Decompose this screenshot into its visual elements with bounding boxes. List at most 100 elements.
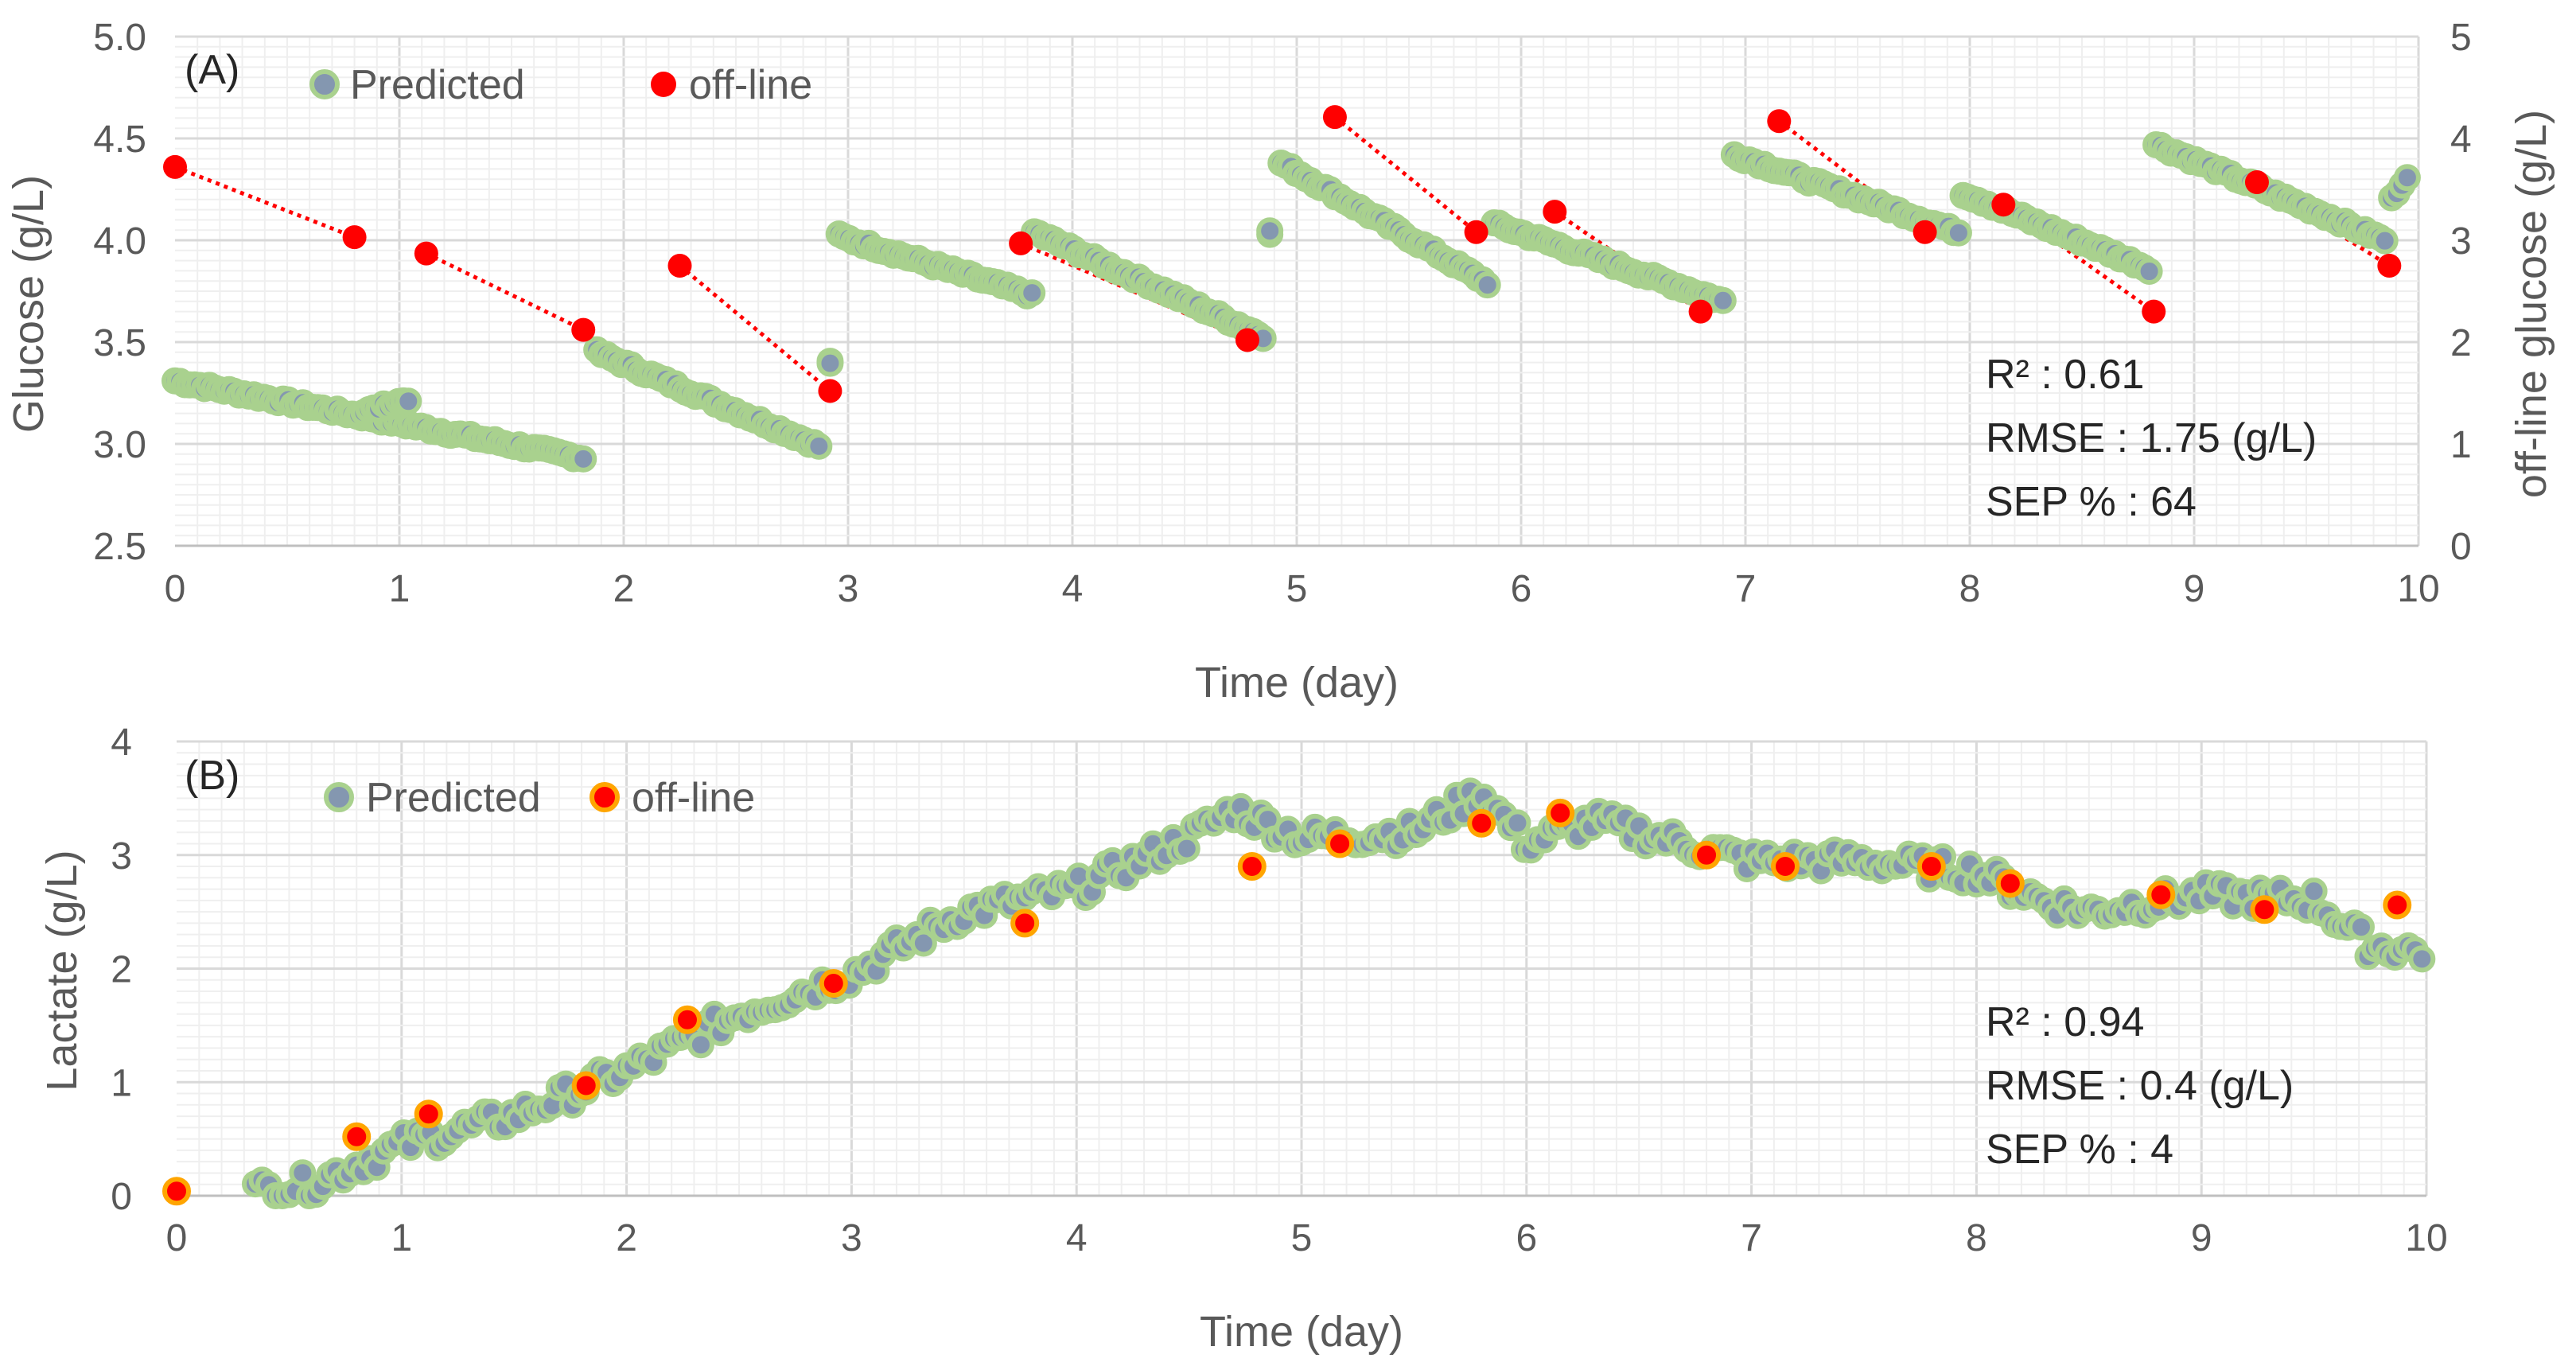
panel-b-x-tick-label: 7 (1741, 1217, 1762, 1259)
panel-b-x-tick-label: 9 (2191, 1217, 2212, 1259)
panel-a-legend: Predicted off-line (309, 62, 812, 108)
panel-b-x-tick-label: 4 (1066, 1217, 1088, 1259)
panel-b-predicted-point (2300, 878, 2328, 905)
panel-a-y-axis-title: Glucose (g/L) (5, 175, 53, 433)
panel-b-lactate-chart: 0 1 2 3 4 5 6 7 8 9 10 0 1 2 3 4 Time (day) Lactate (g… (38, 722, 2448, 1356)
panel-b-x-tick-label: 0 (166, 1217, 188, 1259)
panel-b-predicted-series (241, 777, 2436, 1209)
panel-b-x-tick-label: 1 (391, 1217, 412, 1259)
panel-a-offline-point (1543, 200, 1567, 224)
panel-b-y-tick-label: 2 (111, 949, 132, 991)
panel-a-y-tick-label: 4.5 (93, 119, 146, 161)
panel-b-stats: R² : 0.94 RMSE : 0.4 (g/L) SEP % : 4 (1986, 999, 2294, 1173)
panel-b-y-tick-label: 3 (111, 835, 132, 878)
panel-b-offline-point (1771, 852, 1800, 881)
panel-a-legend-predicted-marker (309, 69, 340, 99)
panel-a-x-tick-labels: 0 1 2 3 4 5 6 7 8 9 10 (165, 568, 2440, 610)
panel-a-offline-point (2244, 170, 2269, 195)
panel-a-y2-tick-label: 5 (2450, 17, 2472, 59)
panel-a-label: (A) (185, 47, 239, 93)
panel-a-legend-predicted-label: Predicted (350, 62, 525, 108)
panel-b-label: (B) (185, 753, 239, 799)
panel-a-offline-link-line (174, 165, 356, 239)
panel-a-y2-tick-label: 1 (2450, 424, 2472, 466)
panel-b-stat-sep: SEP % : 4 (1986, 1127, 2173, 1173)
panel-a-predicted-point (816, 349, 844, 377)
panel-b-offline-point (342, 1122, 372, 1151)
panel-a-stat-rmse: RMSE : 1.75 (g/L) (1986, 415, 2317, 461)
panel-a-predicted-point (805, 432, 833, 460)
panel-a-x-tick-label: 3 (838, 568, 859, 610)
panel-a-x-axis-title: Time (day) (1195, 659, 1399, 706)
panel-b-offline-point (162, 1177, 191, 1206)
panel-a-y-tick-label: 3.0 (93, 424, 146, 466)
panel-a-offline-point (571, 317, 596, 342)
panel-b-legend-offline-label: off-line (632, 775, 755, 821)
panel-a-x-tick-label: 7 (1735, 568, 1757, 610)
panel-b-offline-series (162, 798, 2412, 1206)
panel-b-legend: Predicted off-line (324, 775, 755, 821)
panel-b-y-tick-label: 4 (111, 722, 132, 764)
panel-a-offline-point (163, 154, 187, 179)
panel-a-predicted-point (570, 445, 597, 473)
panel-b-stat-rmse: RMSE : 0.4 (g/L) (1986, 1063, 2294, 1109)
panel-a-predicted-point (2135, 258, 2163, 286)
panel-a-predicted-point (1944, 219, 1972, 247)
panel-a-x-tick-label: 10 (2397, 568, 2439, 610)
panel-a-offline-point (1767, 109, 1792, 134)
panel-b-offline-point (571, 1071, 601, 1100)
panel-a-offline-link-line (1333, 115, 1478, 234)
panel-a-offline-link-line (678, 264, 832, 393)
panel-b-legend-predicted-marker (324, 782, 354, 812)
panel-a-x-tick-label: 2 (613, 568, 635, 610)
panel-a-offline-point (1464, 220, 1488, 244)
panel-a-legend-offline-marker (651, 72, 676, 97)
panel-b-x-tick-label: 8 (1966, 1217, 1987, 1259)
panel-a-y2-tick-label: 0 (2450, 526, 2472, 568)
panel-b-x-tick-label: 5 (1291, 1217, 1313, 1259)
panel-b-offline-point (2146, 880, 2176, 909)
panel-b-y-axis-title: Lactate (g/L) (38, 850, 86, 1091)
panel-a-x-tick-label: 4 (1062, 568, 1084, 610)
panel-a-y2-tick-labels: 0 1 2 3 4 5 (2450, 17, 2472, 568)
panel-b-y-tick-label: 0 (111, 1176, 132, 1218)
panel-a-x-tick-label: 9 (2184, 568, 2205, 610)
panel-a-predicted-point (1018, 279, 1046, 307)
panel-a-glucose-chart: 0 1 2 3 4 5 6 7 8 9 10 2.5 3.0 3.5 4.0 4.5 5.0 0 1 2 3 4 5 T… (5, 17, 2555, 706)
panel-b-offline-point (1692, 840, 1722, 870)
panel-a-predicted-series (161, 130, 2421, 473)
panel-b-legend-predicted-label: Predicted (366, 775, 541, 821)
panel-a-offline-point (1009, 231, 1033, 255)
panel-a-offline-point (342, 225, 367, 250)
panel-b-offline-point (672, 1005, 702, 1034)
panel-a-x-tick-label: 0 (165, 568, 186, 610)
panel-b-offline-point (1010, 909, 1040, 938)
panel-a-offline-point (2142, 299, 2166, 324)
panel-a-x-tick-label: 5 (1286, 568, 1308, 610)
panel-b-x-tick-label: 2 (616, 1217, 637, 1259)
panel-a-predicted-point (2371, 227, 2399, 255)
panel-a-x-tick-label: 8 (1959, 568, 1981, 610)
panel-b-y-tick-label: 1 (111, 1062, 132, 1104)
panel-a-y2-axis-title: off-line glucose (g/L) (2508, 110, 2555, 498)
panel-a-predicted-point (395, 387, 422, 415)
panel-b-offline-point (1467, 808, 1496, 838)
panel-a-predicted-point (1473, 271, 1501, 299)
panel-a-offline-point (1991, 193, 2016, 217)
panel-b-x-tick-label: 10 (2405, 1217, 2447, 1259)
panel-a-x-tick-label: 1 (389, 568, 411, 610)
panel-a-y2-tick-label: 3 (2450, 220, 2472, 263)
panel-a-offline-point (414, 241, 438, 266)
panel-a-offline-point (1688, 299, 1713, 324)
panel-b-predicted-point (1504, 809, 1531, 837)
panel-a-y2-tick-label: 2 (2450, 322, 2472, 364)
panel-a-y-tick-labels: 2.5 3.0 3.5 4.0 4.5 5.0 (93, 17, 146, 568)
panel-a-predicted-point (1709, 286, 1737, 314)
panel-b-stat-r2: R² : 0.94 (1986, 999, 2144, 1045)
panel-b-legend-offline-marker (590, 782, 620, 812)
panel-a-offline-point (1235, 328, 1259, 352)
panel-b-x-axis-title: Time (day) (1200, 1308, 1403, 1356)
panel-a-stat-r2: R² : 0.61 (1986, 352, 2144, 398)
panel-b-offline-point (1916, 852, 1946, 881)
